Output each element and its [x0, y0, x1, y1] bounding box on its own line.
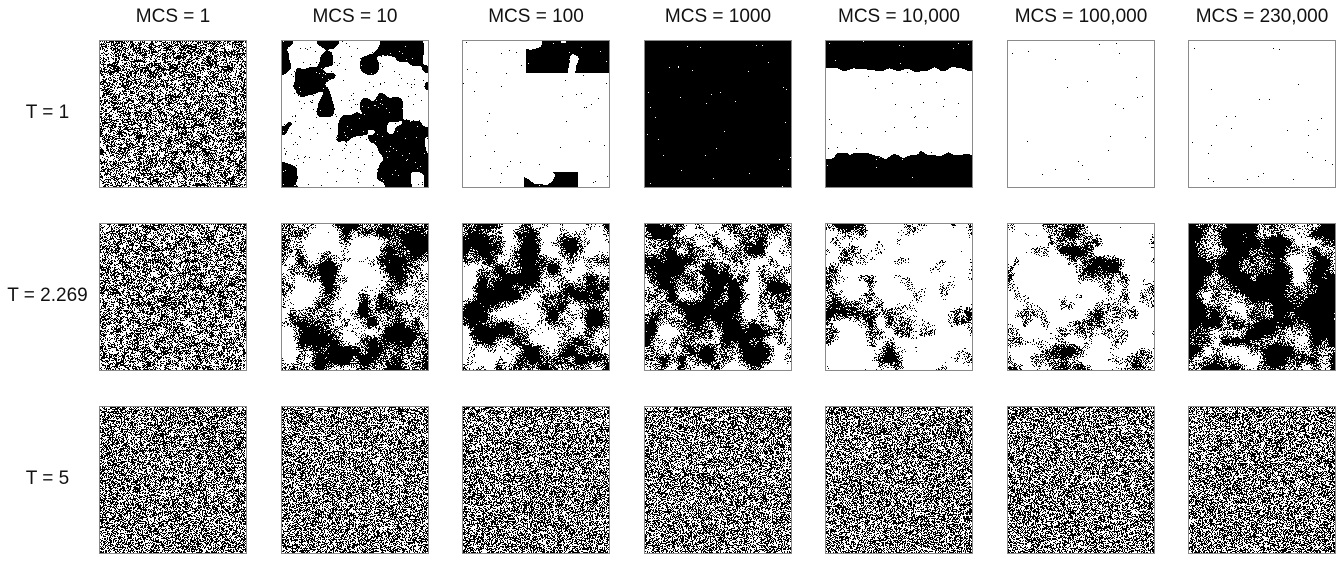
spin-lattice-image	[1008, 41, 1154, 187]
lattice-snapshot	[1007, 406, 1155, 554]
lattice-snapshot	[1188, 40, 1336, 188]
lattice-snapshot	[825, 406, 973, 554]
lattice-snapshot	[281, 223, 429, 371]
lattice-snapshot	[1007, 223, 1155, 371]
column-header-mcs: MCS = 1000	[664, 6, 772, 27]
spin-lattice-image	[463, 224, 609, 370]
spin-lattice-image	[1189, 224, 1335, 370]
lattice-snapshot	[281, 406, 429, 554]
lattice-snapshot	[281, 40, 429, 188]
spin-lattice-image	[282, 41, 428, 187]
spin-lattice-image	[100, 407, 246, 553]
column-header-mcs: MCS = 100,000	[1014, 6, 1148, 27]
lattice-snapshot	[99, 406, 247, 554]
column-header-mcs: MCS = 100	[488, 6, 584, 27]
lattice-snapshot	[462, 223, 610, 371]
column-header-mcs: MCS = 10,000	[838, 6, 960, 27]
lattice-snapshot	[644, 406, 792, 554]
lattice-snapshot	[644, 40, 792, 188]
spin-lattice-image	[463, 407, 609, 553]
lattice-snapshot	[99, 40, 247, 188]
lattice-snapshot	[99, 223, 247, 371]
row-label-temperature: T = 1	[25, 102, 70, 123]
spin-lattice-image	[1008, 224, 1154, 370]
lattice-snapshot	[644, 223, 792, 371]
lattice-snapshot	[462, 406, 610, 554]
lattice-snapshot	[1188, 223, 1336, 371]
spin-lattice-image	[1189, 41, 1335, 187]
spin-lattice-image	[645, 407, 791, 553]
lattice-snapshot	[825, 40, 973, 188]
column-header-mcs: MCS = 1	[135, 6, 211, 27]
spin-lattice-image	[463, 41, 609, 187]
spin-lattice-image	[1189, 407, 1335, 553]
spin-lattice-image	[645, 41, 791, 187]
spin-lattice-image	[826, 41, 972, 187]
row-label-temperature: T = 2.269	[7, 285, 88, 306]
spin-lattice-image	[826, 407, 972, 553]
column-header-mcs: MCS = 10	[312, 6, 398, 27]
lattice-snapshot	[462, 40, 610, 188]
spin-lattice-image	[645, 224, 791, 370]
lattice-snapshot	[825, 223, 973, 371]
lattice-snapshot	[1007, 40, 1155, 188]
lattice-snapshot	[1188, 406, 1336, 554]
column-header-mcs: MCS = 230,000	[1195, 6, 1329, 27]
row-label-temperature: T = 5	[25, 468, 70, 489]
spin-lattice-image	[100, 224, 246, 370]
spin-lattice-image	[1008, 407, 1154, 553]
spin-lattice-image	[100, 41, 246, 187]
spin-lattice-image	[826, 224, 972, 370]
spin-lattice-image	[282, 224, 428, 370]
spin-lattice-image	[282, 407, 428, 553]
